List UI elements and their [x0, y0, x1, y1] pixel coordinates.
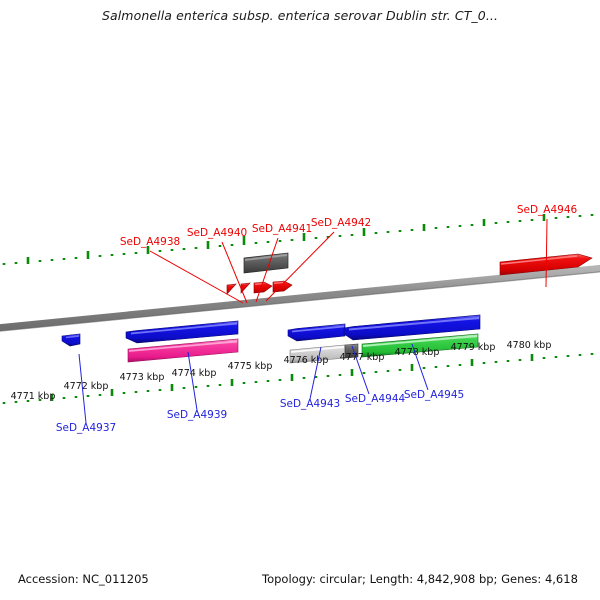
top-gene-label-group: SeD_A4938 SeD_A4940 SeD_A4941 SeD_A4942 …: [120, 204, 578, 304]
status-bar: Accession: NC_011205 Topology: circular;…: [0, 560, 600, 600]
gene-label-text: SeD_A4939: [167, 409, 227, 421]
gene-feature-SeD_A4943[interactable]: [287, 323, 346, 342]
gene-label-text: SeD_A4941: [252, 223, 312, 235]
tick-label: 4777 kbp: [340, 352, 385, 363]
gene-label-SeD_A4940[interactable]: SeD_A4940: [187, 227, 248, 304]
tick-label: 4780 kbp: [507, 340, 552, 351]
gene-feature-SeD_A4939[interactable]: [125, 320, 239, 344]
tick-label: 4775 kbp: [228, 361, 273, 372]
tick-label: 4776 kbp: [284, 355, 329, 366]
bottom-gene-label-group: SeD_A4937 SeD_A4939 SeD_A4943 SeD_A4944 …: [56, 343, 464, 434]
gene-feature-rna-bar[interactable]: [361, 333, 479, 358]
gene-feature-SeD_A4945[interactable]: [343, 314, 481, 341]
forward-strand-tick-band: [2, 214, 594, 265]
gene-label-text: SeD_A4943: [280, 398, 340, 410]
gene-label-text: SeD_A4945: [404, 389, 464, 401]
gene-feature-dark-box[interactable]: [243, 252, 289, 274]
gene-label-text: SeD_A4937: [56, 422, 116, 434]
page-title: Salmonella enterica subsp. enterica sero…: [101, 8, 499, 23]
tick-label: 4773 kbp: [120, 372, 165, 383]
gene-label-text: SeD_A4940: [187, 227, 247, 239]
leader-line: [411, 343, 429, 391]
gene-feature-SeD_A4937[interactable]: [61, 333, 81, 347]
tick-label: 4771 kbp: [11, 391, 56, 402]
gene-feature-SeD_A4938[interactable]: [226, 283, 237, 295]
gene-label-SeD_A4941[interactable]: SeD_A4941: [252, 223, 312, 303]
genome-map-canvas[interactable]: SeD_A4938 SeD_A4940 SeD_A4941 SeD_A4942 …: [0, 40, 600, 550]
gene-label-text: SeD_A4946: [517, 204, 578, 216]
gene-label-text: SeD_A4942: [311, 217, 371, 229]
gene-label-text: SeD_A4938: [120, 236, 180, 248]
tick-label: 4772 kbp: [64, 381, 109, 392]
gene-label-SeD_A4939-bottom[interactable]: SeD_A4939: [167, 351, 227, 421]
gene-label-SeD_A4942[interactable]: SeD_A4942: [265, 217, 371, 302]
gene-label-SeD_A4944-bottom[interactable]: SeD_A4944: [345, 345, 406, 405]
leader-line: [149, 250, 244, 304]
leader-line: [187, 351, 198, 411]
gene-label-text: SeD_A4944: [345, 393, 406, 405]
reverse-strand-tick-band: [2, 353, 594, 404]
coordinate-ruler: 4771 kbp 4772 kbp 4773 kbp 4774 kbp 4775…: [11, 340, 552, 402]
tick-label: 4778 kbp: [395, 347, 440, 358]
tick-label: 4774 kbp: [172, 368, 217, 379]
leader-line: [545, 218, 548, 288]
leader-line: [351, 345, 370, 395]
leader-line: [221, 241, 248, 304]
genome-backbone: [0, 264, 600, 332]
tick-label: 4779 kbp: [451, 342, 496, 353]
gene-label-SeD_A4937-bottom[interactable]: SeD_A4937: [56, 353, 116, 434]
gene-label-SeD_A4938[interactable]: SeD_A4938: [120, 236, 244, 304]
gene-feature-magenta-bar[interactable]: [127, 338, 239, 363]
leader-line: [255, 237, 279, 303]
gene-label-SeD_A4945-bottom[interactable]: SeD_A4945: [404, 343, 464, 401]
gene-label-SeD_A4946[interactable]: SeD_A4946: [517, 204, 578, 288]
gene-feature-SeD_A4941[interactable]: [253, 281, 273, 294]
leader-line: [78, 353, 87, 424]
leader-line: [265, 231, 335, 302]
gene-label-SeD_A4943-bottom[interactable]: SeD_A4943: [280, 346, 340, 410]
leader-line: [309, 346, 322, 400]
genome-info-status: Topology: circular; Length: 4,842,908 bp…: [262, 572, 578, 586]
accession-status: Accession: NC_011205: [18, 572, 149, 586]
